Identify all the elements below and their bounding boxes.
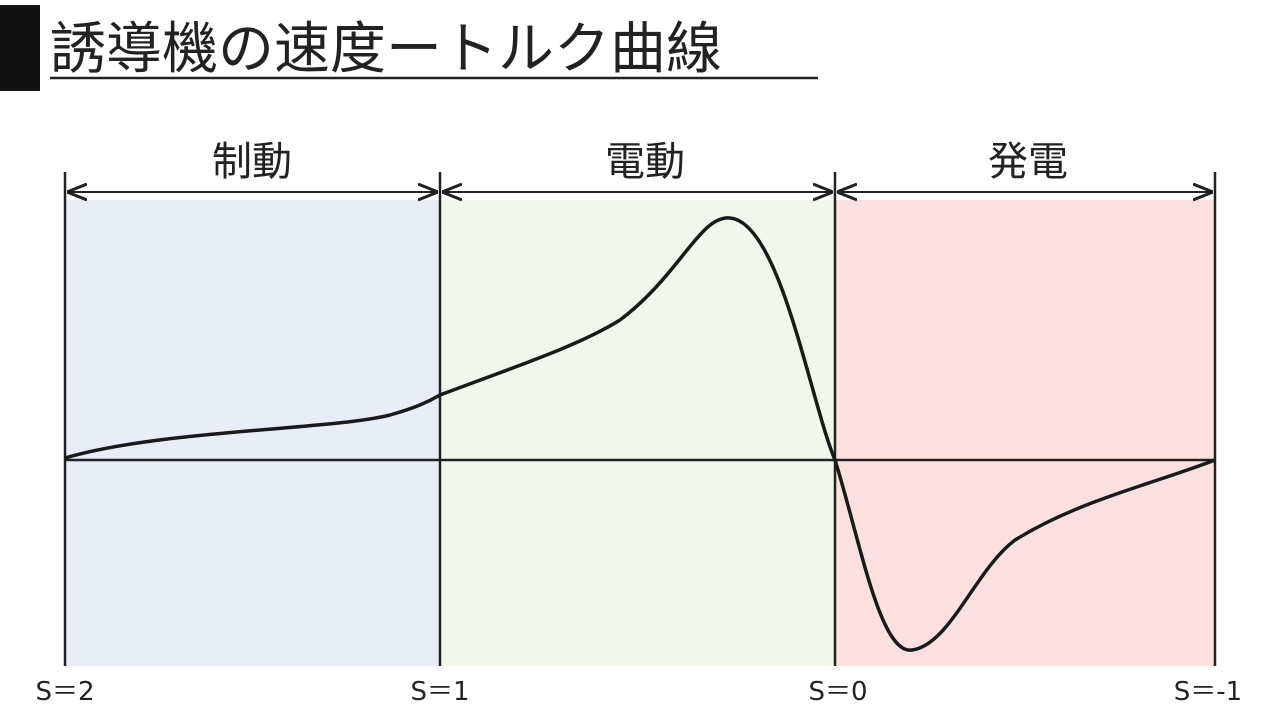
slip-label: S＝1 <box>410 677 469 707</box>
slip-label: S＝-1 <box>1174 677 1242 707</box>
generating-region <box>835 200 1215 666</box>
slip-label: S＝0 <box>808 677 867 707</box>
torque-curve <box>64 216 1216 652</box>
motoring-region <box>440 200 835 666</box>
region-label: 発電 <box>988 139 1068 185</box>
title: 誘導機の速度ートルク曲線 <box>50 17 722 82</box>
slip-label: S＝2 <box>35 677 94 707</box>
region-label: 制動 <box>212 139 292 185</box>
region-label: 電動 <box>605 139 685 185</box>
title-bar <box>0 5 40 91</box>
region-dividers <box>63 172 1217 666</box>
braking-region <box>65 200 440 666</box>
